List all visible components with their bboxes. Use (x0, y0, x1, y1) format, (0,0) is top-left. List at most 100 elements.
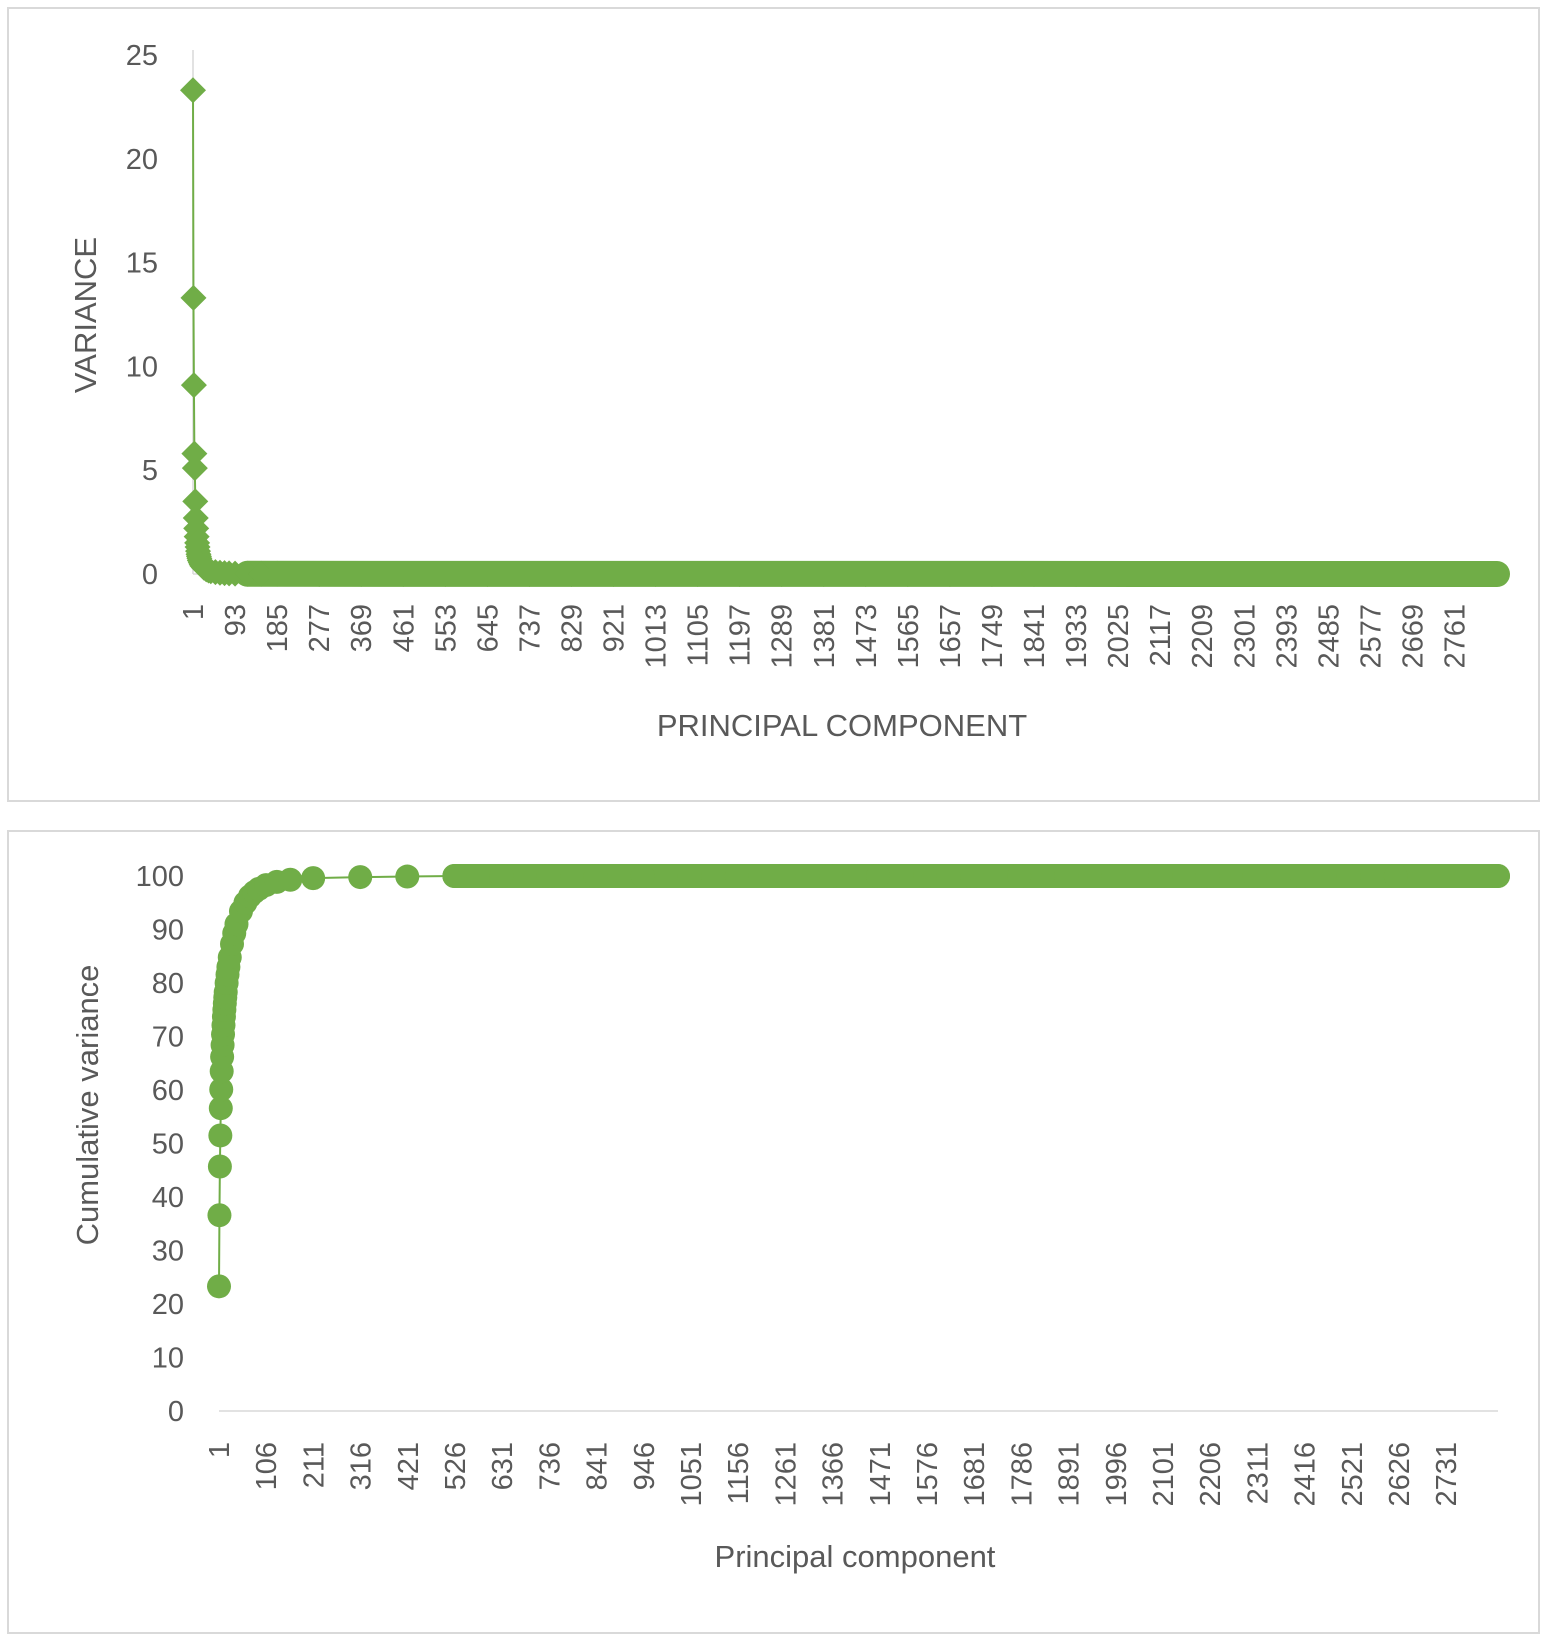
cumulative-x-tick-label: 841 (582, 1442, 614, 1490)
variance-x-tick-label: 1657 (935, 604, 967, 669)
variance-data-point (1315, 561, 1342, 587)
variance-data-point (1441, 561, 1468, 587)
cumulative-data-point (771, 864, 796, 888)
variance-x-tick-label: 1197 (725, 604, 757, 666)
cumulative-x-tick-label: 2626 (1384, 1442, 1416, 1507)
variance-data-point (936, 561, 963, 587)
cumulative-data-point (207, 1203, 232, 1228)
variance-series-line (192, 90, 1497, 575)
variance-data-point (1484, 561, 1510, 587)
variance-data-point (180, 77, 206, 104)
cumulative-data-point (913, 864, 938, 888)
variance-data-point (248, 560, 275, 587)
cumulative-x-tick-label: 1786 (1006, 1442, 1038, 1507)
variance-data-point (1063, 561, 1090, 587)
cumulative-x-tick-label: 946 (629, 1442, 661, 1490)
variance-data-point (180, 372, 207, 399)
variance-data-point (642, 561, 669, 587)
cumulative-data-point (207, 1274, 231, 1299)
variance-chart-panel (7, 7, 1540, 802)
cumulative-x-tick-label: 1681 (959, 1442, 991, 1507)
cumulative-x-axis-title: Principal component (715, 1539, 996, 1574)
cumulative-x-tick-label: 1891 (1054, 1442, 1086, 1507)
variance-data-point (810, 561, 837, 587)
cumulative-x-tick-label: 1051 (676, 1442, 708, 1507)
cumulative-data-point (1430, 864, 1455, 888)
cumulative-data-point (960, 864, 985, 888)
variance-x-tick-label: 829 (556, 604, 588, 652)
variance-data-point (264, 560, 291, 587)
variance-y-axis-title: VARIANCE (68, 237, 103, 393)
cumulative-x-tick-label: 526 (440, 1442, 472, 1490)
variance-y-tick-label: 25 (126, 40, 158, 72)
variance-x-tick-label: 1473 (851, 604, 883, 669)
cumulative-data-point (818, 864, 843, 888)
variance-data-point (558, 561, 585, 587)
cumulative-data-point (1101, 864, 1126, 888)
cumulative-y-tick-label: 80 (152, 968, 184, 1000)
cumulative-data-point (208, 1123, 233, 1148)
variance-data-point (600, 561, 627, 587)
cumulative-data-point (630, 864, 655, 888)
cumulative-data-point (208, 1096, 233, 1121)
variance-data-point (234, 560, 261, 587)
cumulative-data-point (1054, 864, 1079, 888)
cumulative-y-tick-label: 20 (152, 1289, 184, 1321)
variance-chart: VARIANCE PRINCIPAL COMPONENT 05101520251… (68, 40, 1510, 743)
variance-data-point (348, 561, 375, 587)
variance-data-point (894, 561, 921, 587)
cumulative-data-point (278, 867, 303, 892)
variance-x-tick-label: 93 (220, 604, 252, 636)
variance-data-point (978, 561, 1005, 587)
cumulative-x-tick-label: 1471 (865, 1442, 897, 1507)
cumulative-x-tick-label: 2731 (1431, 1442, 1463, 1507)
variance-x-tick-label: 737 (514, 604, 546, 652)
cumulative-data-point (1148, 864, 1173, 888)
cumulative-y-axis-title: Cumulative variance (70, 965, 105, 1246)
cumulative-x-tick-label: 1996 (1101, 1442, 1133, 1507)
variance-x-tick-label: 645 (472, 604, 504, 652)
variance-x-tick-label: 1105 (683, 604, 715, 666)
cumulative-data-point (489, 864, 514, 888)
variance-x-tick-label: 1841 (1019, 604, 1051, 669)
cumulative-x-tick-label: 1 (204, 1442, 236, 1458)
variance-x-tick-label: 921 (599, 604, 631, 652)
cumulative-y-tick-label: 60 (152, 1075, 184, 1107)
variance-x-axis-title: PRINCIPAL COMPONENT (657, 708, 1027, 743)
variance-x-tick-label: 1749 (977, 604, 1009, 669)
variance-y-tick-label: 20 (126, 144, 158, 176)
cumulative-x-tick-label: 2521 (1337, 1442, 1369, 1507)
variance-x-tick-label: 1381 (809, 604, 841, 669)
cumulative-y-tick-label: 100 (136, 861, 184, 893)
cumulative-data-point (1486, 864, 1510, 888)
cumulative-x-tick-label: 316 (346, 1442, 378, 1490)
cumulative-x-tick-label: 2101 (1148, 1442, 1180, 1507)
variance-data-point (181, 440, 208, 467)
variance-data-point (180, 284, 207, 311)
variance-x-tick-label: 1933 (1061, 604, 1093, 669)
cumulative-data-point (1242, 864, 1267, 888)
variance-data-point (852, 561, 879, 587)
variance-data-point (182, 488, 209, 515)
cumulative-variance-chart-panel (7, 830, 1540, 1634)
cumulative-variance-chart: Cumulative variance Principal component … (70, 861, 1510, 1574)
cumulative-data-point (207, 1154, 232, 1179)
variance-x-tick-label: 369 (346, 604, 378, 652)
cumulative-x-tick-label: 1576 (912, 1442, 944, 1507)
variance-data-point (1231, 561, 1258, 587)
cumulative-x-tick-label: 1366 (818, 1442, 850, 1507)
variance-data-point (1273, 561, 1300, 587)
variance-data-point (768, 561, 795, 587)
variance-data-point (1189, 561, 1216, 587)
variance-data-point (306, 561, 333, 587)
cumulative-y-tick-label: 70 (152, 1022, 184, 1054)
variance-y-tick-label: 0 (142, 559, 158, 591)
cumulative-data-point (442, 864, 467, 888)
variance-x-tick-label: 553 (430, 604, 462, 652)
cumulative-data-point (1007, 864, 1032, 888)
cumulative-x-tick-label: 631 (487, 1442, 519, 1490)
variance-x-tick-label: 1289 (767, 604, 799, 669)
cumulative-x-tick-label: 2311 (1242, 1442, 1274, 1504)
variance-x-tick-label: 2393 (1271, 604, 1303, 669)
